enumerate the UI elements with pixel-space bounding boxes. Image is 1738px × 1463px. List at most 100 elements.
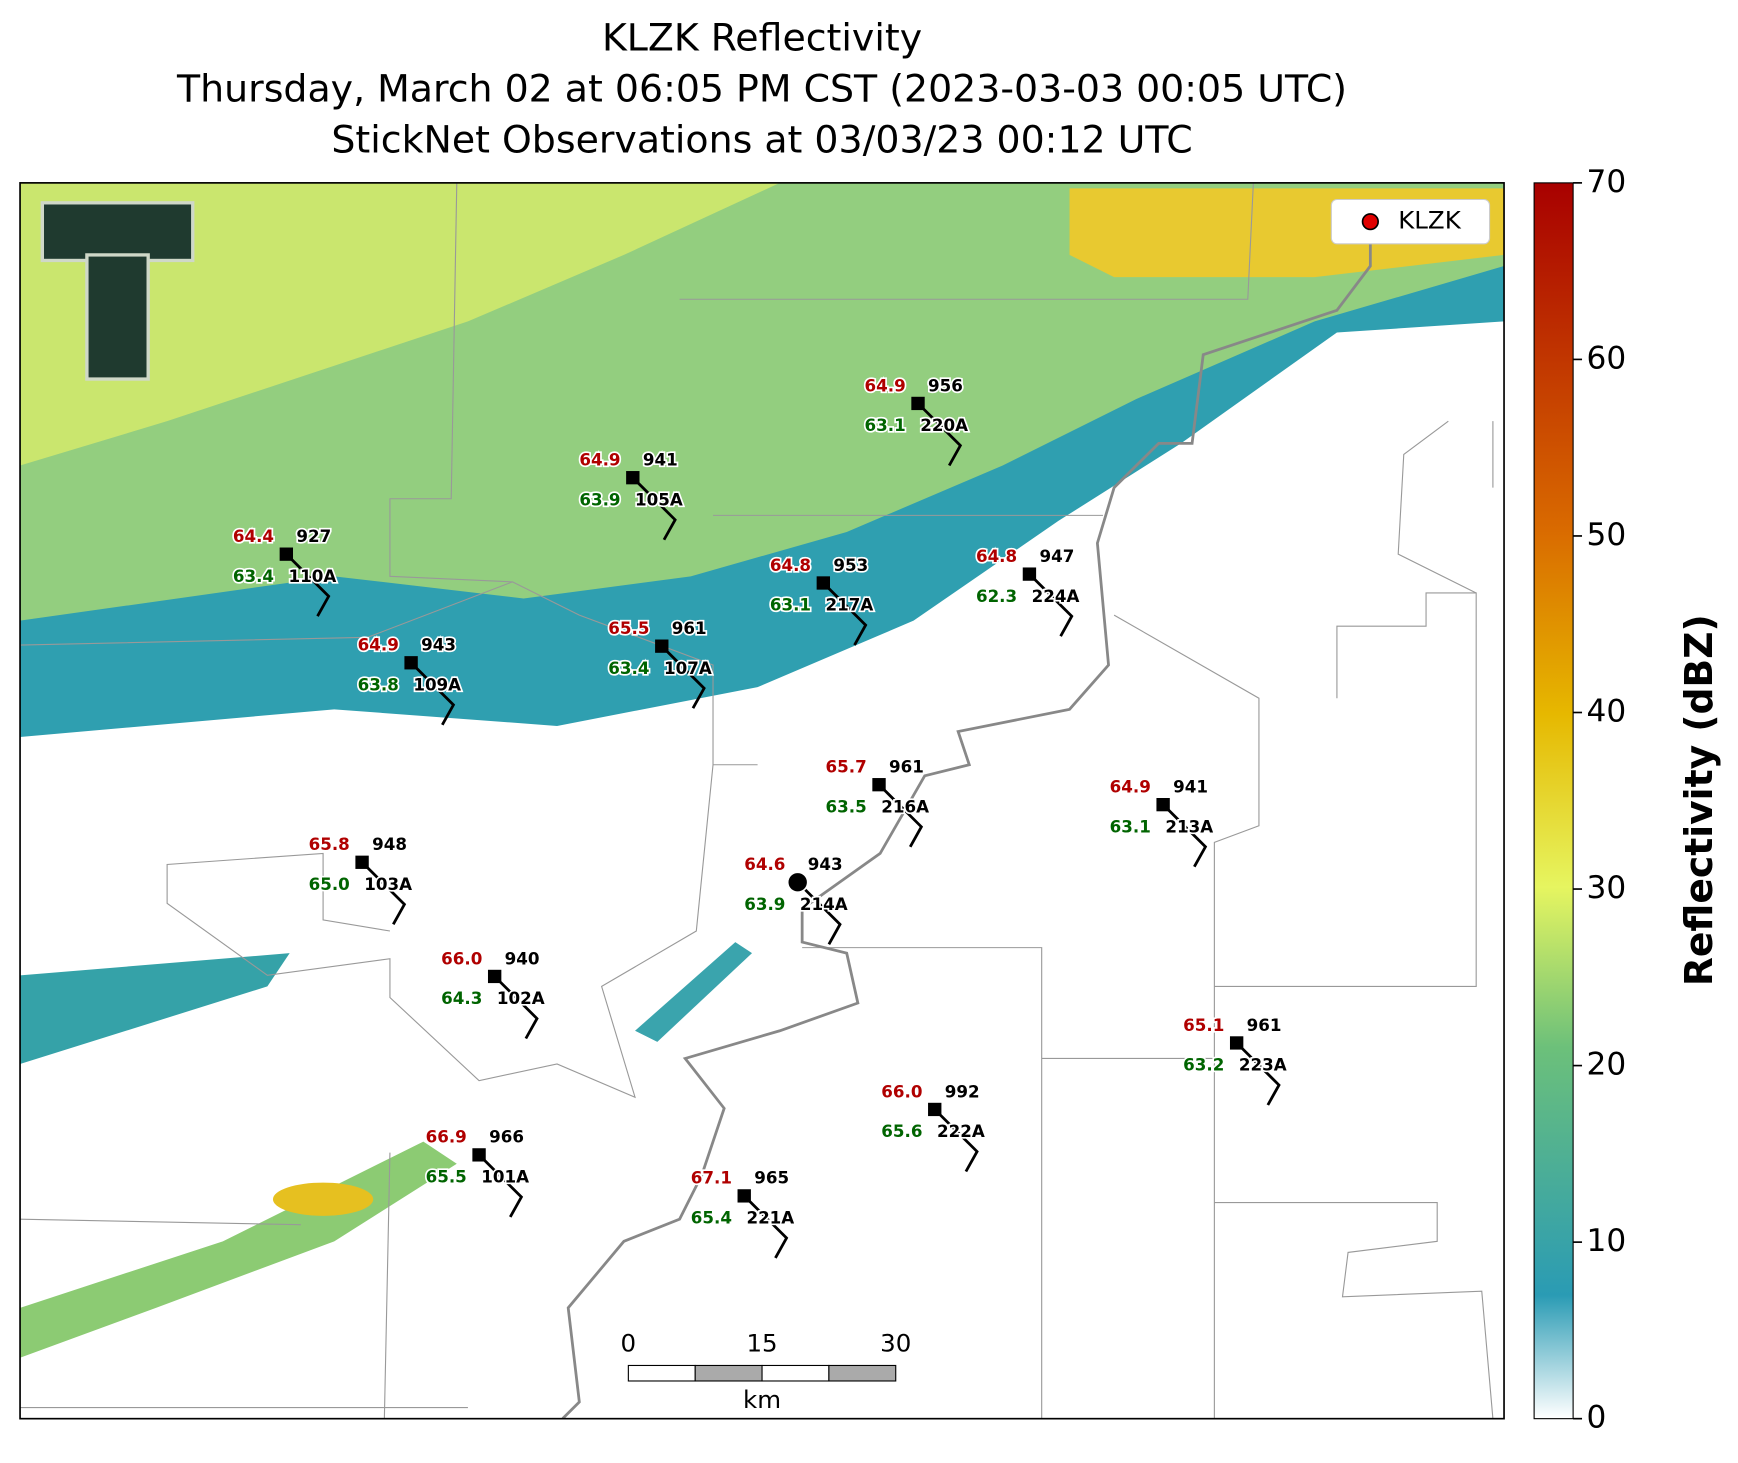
station-marker (404, 656, 418, 670)
station-name: 105A (635, 490, 683, 509)
scale-unit: km (743, 1385, 781, 1414)
pressure: 941 (1173, 778, 1208, 797)
wind-barb (361, 861, 407, 926)
temperature: 64.9 (579, 451, 620, 470)
colorbar-axis: 0 10 20 30 40 50 60 70 (1573, 164, 1626, 1436)
pressure: 961 (889, 758, 924, 777)
temperature: 64.9 (358, 636, 399, 655)
colorbar-tick-label: 60 (1586, 340, 1626, 376)
wind-barb (1162, 803, 1208, 868)
station-name: 216A (881, 798, 929, 817)
wind-barb (478, 1153, 524, 1218)
station-name: 217A (826, 596, 874, 615)
station-marker (655, 639, 669, 653)
station-marker (872, 778, 886, 792)
dewpoint: 63.4 (608, 659, 649, 678)
temperature: 64.8 (976, 547, 1017, 566)
wind-barb (410, 661, 456, 726)
station-name: 224A (1032, 587, 1080, 606)
wind-barb (796, 881, 842, 945)
pressure: 953 (833, 556, 868, 575)
colorbar-tick-label: 10 (1586, 1223, 1626, 1259)
pressure: 943 (421, 636, 456, 655)
station-name: 214A (800, 895, 848, 914)
station-layer: 64.4 927 63.4 110A 64.9 943 63.8 109A 64.9 941 63.… (231, 375, 1288, 1259)
scale-segment (761, 1364, 830, 1382)
colorbar-label: Reflectivity (dBZ) (1677, 614, 1721, 986)
title-line: Thursday, March 02 at 06:05 PM CST (2023… (176, 66, 1347, 110)
temperature: 66.0 (441, 949, 482, 968)
temperature: 66.0 (881, 1082, 922, 1101)
dewpoint: 63.8 (358, 676, 399, 695)
temperature: 66.9 (426, 1128, 467, 1147)
colorbar-tick-label: 30 (1586, 870, 1626, 906)
pressure: 961 (1247, 1016, 1282, 1035)
pressure: 965 (754, 1169, 789, 1188)
dewpoint: 63.1 (770, 596, 811, 615)
radar-site (786, 871, 809, 894)
temperature: 64.8 (770, 556, 811, 575)
station-name: 110A (289, 567, 337, 586)
scale-segment (694, 1364, 763, 1382)
colorbar-tick-label: 0 (1586, 1400, 1606, 1436)
station-marker (911, 396, 925, 411)
dewpoint: 63.2 (1183, 1056, 1224, 1075)
scale-tick-label: 30 (880, 1328, 911, 1357)
temperature: 65.8 (309, 835, 350, 854)
pressure: 927 (296, 527, 331, 546)
station-marker (1229, 1036, 1244, 1050)
radar-map: 64.4 927 63.4 110A 64.9 943 63.8 109A 64.9 941 63.… (20, 182, 1505, 1419)
title-block: KLZK Reflectivity Thursday, March 02 at 0… (176, 15, 1347, 161)
station-name: 103A (364, 875, 412, 894)
title-line: KLZK Reflectivity (602, 15, 922, 59)
temperature: 65.7 (826, 758, 867, 777)
dewpoint: 63.1 (865, 416, 906, 435)
pressure: 956 (928, 376, 963, 395)
radar-echo (20, 182, 780, 466)
colorbar-tick-label: 20 (1586, 1047, 1626, 1083)
legend-label: KLZK (1398, 206, 1462, 235)
station-name: 107A (664, 659, 712, 678)
station-name: 102A (497, 989, 545, 1008)
dewpoint: 62.3 (976, 587, 1017, 606)
station-name: 221A (746, 1209, 794, 1228)
station-marker (472, 1148, 486, 1162)
colorbar-tick-label: 70 (1586, 164, 1626, 200)
wind-barb (660, 645, 706, 709)
radar-echo (635, 942, 753, 1042)
dewpoint: 65.5 (426, 1168, 467, 1187)
river (561, 221, 1372, 1419)
dewpoint: 63.4 (233, 567, 274, 586)
pressure: 961 (672, 619, 707, 638)
station-marker (1022, 567, 1037, 581)
temperature: 64.9 (1110, 778, 1151, 797)
temperature: 64.4 (233, 527, 274, 546)
dewpoint: 65.0 (309, 875, 350, 894)
wind-barb (285, 553, 331, 617)
station-marker (737, 1189, 751, 1203)
wind-barb (917, 402, 963, 467)
title-line: StickNet Observations at 03/03/23 00:12 … (331, 117, 1192, 161)
legend-marker (1361, 213, 1379, 231)
station-name: 223A (1239, 1056, 1287, 1075)
pressure: 947 (1039, 547, 1074, 566)
pressure: 943 (808, 855, 843, 874)
wind-barb (631, 476, 677, 541)
scale-segment (828, 1364, 897, 1382)
scale-tick-label: 15 (746, 1328, 777, 1357)
county-borders (20, 182, 1494, 1419)
station-marker (487, 969, 502, 984)
station-name: 109A (413, 676, 461, 695)
wind-barb (878, 783, 924, 848)
pressure: 992 (945, 1082, 980, 1101)
map-frame (19, 182, 1505, 1420)
temperature: 64.9 (865, 376, 906, 395)
station-marker (626, 471, 640, 485)
temperature: 64.6 (744, 855, 785, 874)
station-marker (355, 855, 369, 869)
station-marker (1156, 798, 1170, 812)
wind-barb (1235, 1041, 1281, 1106)
dewpoint: 64.3 (441, 989, 482, 1008)
dewpoint: 63.9 (744, 895, 785, 914)
